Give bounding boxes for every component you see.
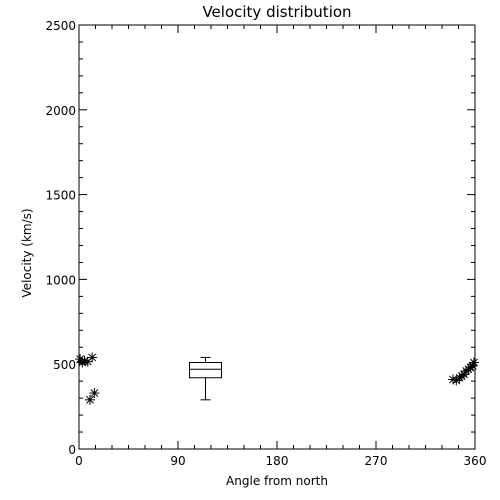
axis-ticks <box>78 24 476 450</box>
data-point <box>87 352 98 363</box>
data-point <box>468 357 479 368</box>
plot-frame <box>78 24 476 450</box>
x-tick-label: 270 <box>365 454 388 468</box>
x-tick-label: 90 <box>170 454 185 468</box>
data-point <box>89 388 100 399</box>
data-point <box>451 375 462 386</box>
x-axis-label: Angle from north <box>226 474 328 488</box>
tick-labels: 0 90 180 270 360 0 500 1000 1500 2000 2500 <box>45 19 486 468</box>
data-point <box>85 394 95 405</box>
boxplot <box>189 356 222 401</box>
x-tick-label: 180 <box>266 454 289 468</box>
y-axis-label: Velocity (km/s) <box>20 208 34 297</box>
y-tick-label: 1000 <box>45 273 76 287</box>
y-tick-label: 2500 <box>45 19 76 33</box>
x-tick-label: 0 <box>75 454 83 468</box>
scatter-points <box>75 352 479 405</box>
y-tick-label: 1500 <box>45 189 76 203</box>
y-tick-label: 500 <box>53 358 76 372</box>
chart-title: Velocity distribution <box>202 3 351 21</box>
y-tick-label: 0 <box>68 443 76 457</box>
x-tick-label: 360 <box>464 454 487 468</box>
box-iqr <box>189 362 222 379</box>
y-tick-label: 2000 <box>45 104 76 118</box>
